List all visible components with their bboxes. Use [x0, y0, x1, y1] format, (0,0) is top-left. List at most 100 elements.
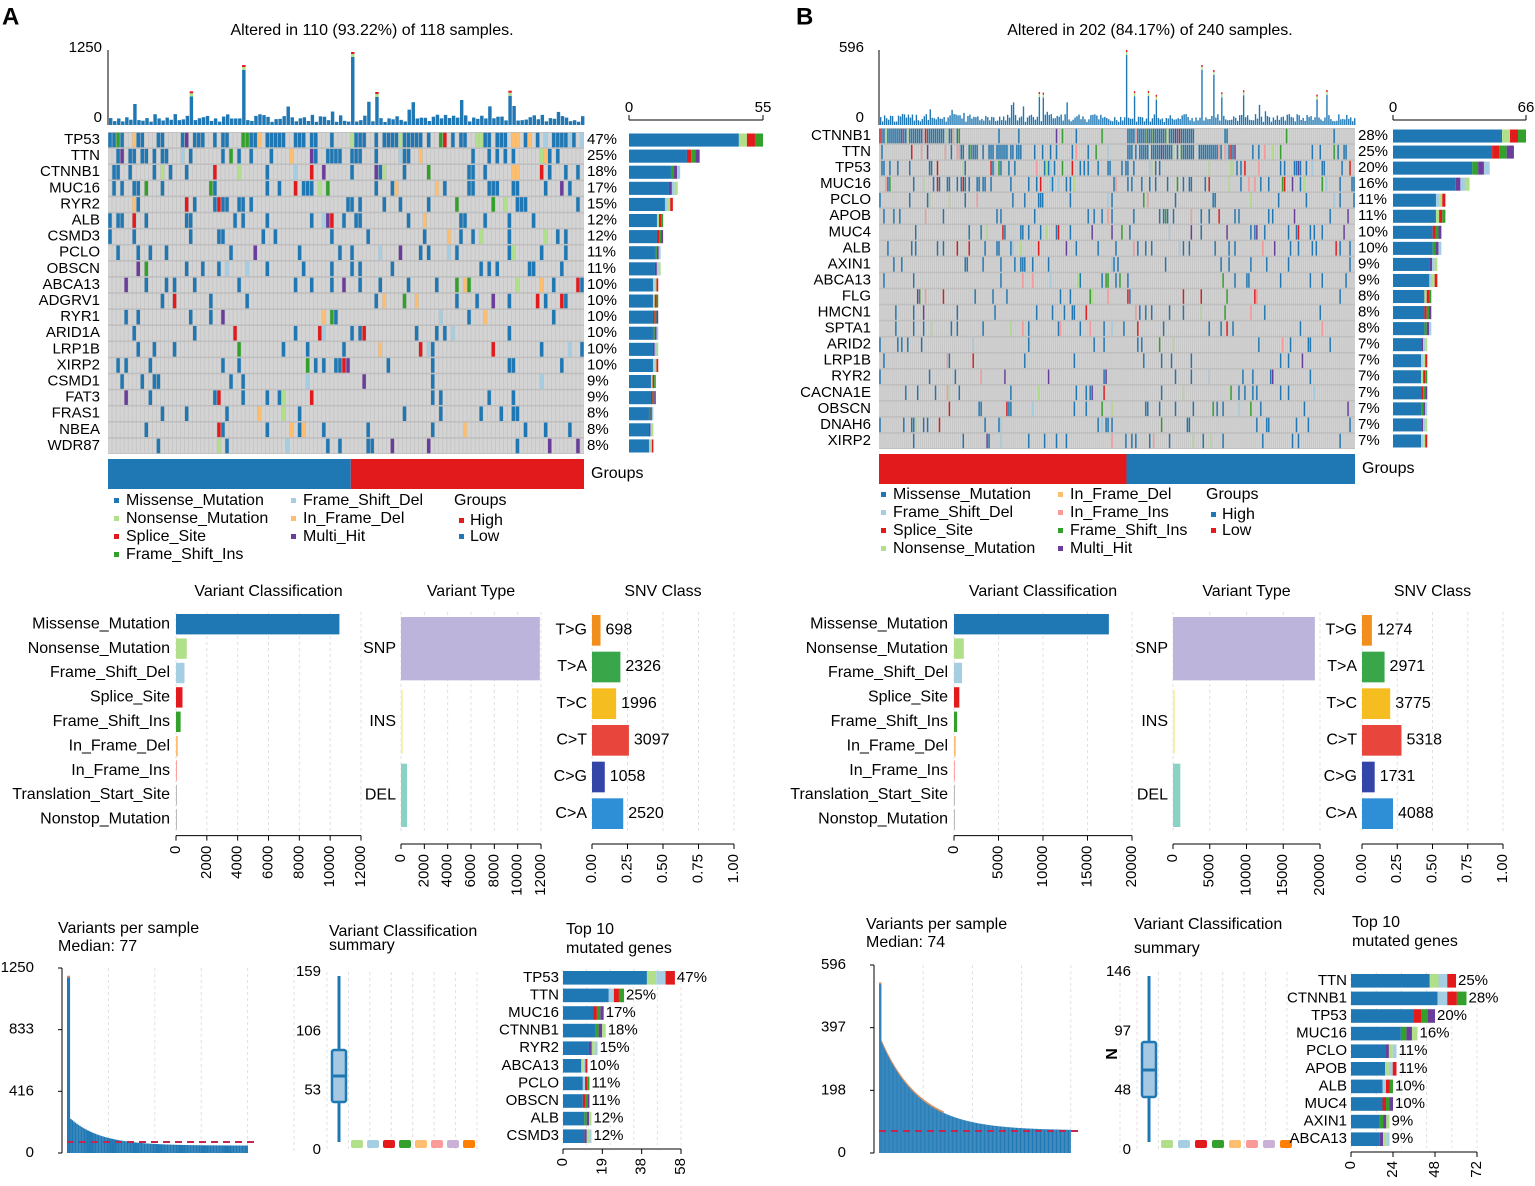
- oncoplot-cell: [305, 181, 310, 196]
- oncoplot-cell: [911, 128, 913, 144]
- oncoplot-cell: [986, 144, 988, 160]
- oncoplot-cell: [1016, 128, 1018, 144]
- oncoplot-cell: [164, 326, 169, 341]
- oncoplot-cell: [330, 261, 334, 277]
- oncoplot-cell: [535, 229, 540, 244]
- oncoplot-cell: [1123, 209, 1125, 224]
- vps-bar: [214, 1145, 216, 1153]
- gene-bar-seg: [650, 407, 652, 421]
- oncoplot-cell: [140, 293, 145, 309]
- oncoplot-cell: [1105, 160, 1107, 176]
- oncoplot-cell: [269, 245, 274, 260]
- oncoplot-cell: [1242, 128, 1244, 144]
- oncoplot-cell: [879, 160, 881, 176]
- oncoplot-cell: [180, 309, 185, 325]
- oncoplot-cell: [992, 144, 994, 160]
- oncoplot-cell: [148, 132, 153, 148]
- oncoplot-cell: [1196, 225, 1199, 240]
- oncoplot-cell: [451, 406, 455, 421]
- oncoplot-cell: [889, 209, 891, 224]
- oncoplot-cell: [225, 309, 229, 325]
- oncoplot-cell: [164, 293, 169, 309]
- oncoplot-cell: [221, 213, 225, 228]
- oncoplot-cell: [144, 358, 149, 373]
- oncoplot-cell: [398, 165, 403, 180]
- oncoplot-cell: [136, 309, 140, 325]
- oncoplot-cell: [180, 358, 185, 373]
- oncoplot-cell: [160, 438, 165, 454]
- oncoplot-cell: [1135, 128, 1137, 144]
- oncoplot-cell: [140, 326, 145, 341]
- vps-bar: [108, 1138, 110, 1153]
- oncoplot-cell: [1232, 193, 1234, 208]
- oncoplot-cell: [560, 422, 564, 438]
- oncoplot-cell: [1196, 128, 1199, 144]
- oncoplot-cell: [112, 148, 116, 164]
- oncoplot-cell: [1129, 176, 1131, 192]
- oncoplot-cell: [1079, 128, 1081, 144]
- oncoplot-cell: [229, 374, 233, 389]
- oncoplot-cell: [1024, 144, 1026, 160]
- top10-bar-seg: [582, 1076, 586, 1091]
- oncoplot-cell: [976, 176, 978, 192]
- oncoplot-cell: [289, 277, 294, 293]
- oncoplot-cell: [374, 406, 378, 421]
- tmb-bar: [1258, 104, 1261, 125]
- oncoplot-cell: [1172, 128, 1175, 144]
- oncoplot-cell: [1002, 225, 1004, 240]
- tmb-bar: [532, 115, 536, 125]
- oncoplot-cell: [201, 438, 205, 454]
- oncoplot-cell: [1293, 225, 1296, 240]
- oncoplot-cell: [1069, 144, 1072, 160]
- oncoplot-cell: [346, 390, 350, 405]
- oncoplot-cell: [1131, 176, 1133, 192]
- oncoplot-cell: [1069, 160, 1072, 176]
- oncoplot-cell: [265, 438, 270, 454]
- oncoplot-cell: [273, 181, 278, 196]
- oncoplot-cell: [257, 342, 261, 357]
- oncoplot-cell: [439, 245, 443, 260]
- oncoplot-cell: [463, 326, 467, 341]
- vc-label: Missense_Mutation: [32, 615, 170, 632]
- oncoplot-cell: [172, 197, 177, 212]
- oncoplot-cell: [1208, 193, 1210, 208]
- tmb-bar-cap: [1242, 92, 1245, 96]
- oncoplot-cell: [495, 309, 499, 325]
- oncoplot-cell: [201, 277, 205, 293]
- oncoplot-cell: [1198, 160, 1200, 176]
- oncoplot-cell: [911, 144, 913, 160]
- oncoplot-cell: [982, 160, 984, 176]
- oncoplot-cell: [447, 309, 451, 325]
- oncoplot-cell: [916, 241, 919, 256]
- tmb-bar: [1131, 118, 1134, 125]
- tmb-bar: [1260, 116, 1263, 125]
- oncoplot-cell: [1240, 176, 1242, 192]
- tmb-bar: [1207, 119, 1209, 125]
- oncoplot-cell: [972, 225, 974, 240]
- tmb-bar: [395, 116, 399, 125]
- oncoplot-cell: [966, 128, 968, 144]
- tmb-bar: [1336, 120, 1338, 125]
- oncoplot-cell: [1210, 193, 1212, 208]
- tmb-bar: [306, 120, 311, 125]
- oncoplot-cell: [1250, 193, 1252, 208]
- oncoplot-cell: [1103, 144, 1105, 160]
- tmb-bar: [1292, 117, 1294, 125]
- oncoplot-cell: [164, 245, 169, 260]
- oncoplot-cell: [362, 342, 366, 357]
- oncoplot-cell: [1035, 160, 1038, 176]
- oncoplot-cell: [944, 176, 947, 192]
- tmb-bar: [1296, 114, 1298, 125]
- oncoplot-cell: [213, 358, 217, 373]
- oncoplot-cell: [378, 374, 383, 389]
- oncoplot-cell: [176, 229, 181, 244]
- oncoplot-cell: [358, 213, 362, 228]
- oncoplot-cell: [968, 144, 970, 160]
- vc-tick-label: 6000: [259, 846, 276, 879]
- oncoplot-cell: [160, 132, 165, 148]
- oncoplot-cell: [229, 309, 233, 325]
- oncoplot-cell: [1143, 176, 1145, 192]
- oncoplot-cell: [1341, 176, 1343, 192]
- oncoplot-cell: [431, 165, 435, 180]
- oncoplot-cell: [1049, 160, 1052, 176]
